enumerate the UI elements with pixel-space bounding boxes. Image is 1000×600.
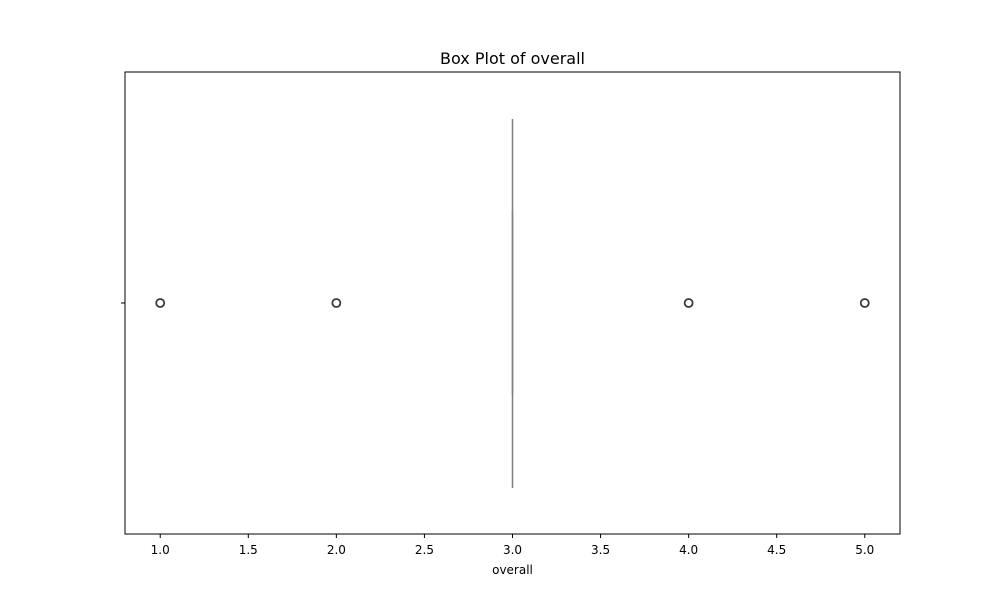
- chart-title: Box Plot of overall: [440, 49, 585, 68]
- x-tick-label: 2.0: [327, 543, 346, 557]
- x-tick-label: 4.0: [679, 543, 698, 557]
- x-tick-label: 1.0: [151, 543, 170, 557]
- x-axis-ticks: 1.0 1.5 2.0 2.5 3.0 3.5 4.0 4.5 5.0: [151, 534, 874, 557]
- x-tick-label: 3.0: [503, 543, 522, 557]
- outlier-point: [683, 298, 694, 308]
- x-tick-label: 1.5: [239, 543, 258, 557]
- x-axis-label: overall: [492, 563, 533, 577]
- x-tick-label: 5.0: [855, 543, 874, 557]
- x-tick-label: 2.5: [415, 543, 434, 557]
- x-tick-label: 4.5: [767, 543, 786, 557]
- outlier-point: [331, 298, 342, 308]
- outlier-point: [859, 298, 870, 308]
- x-tick-label: 3.5: [591, 543, 610, 557]
- plot-area: [155, 119, 870, 488]
- outlier-point: [155, 298, 166, 308]
